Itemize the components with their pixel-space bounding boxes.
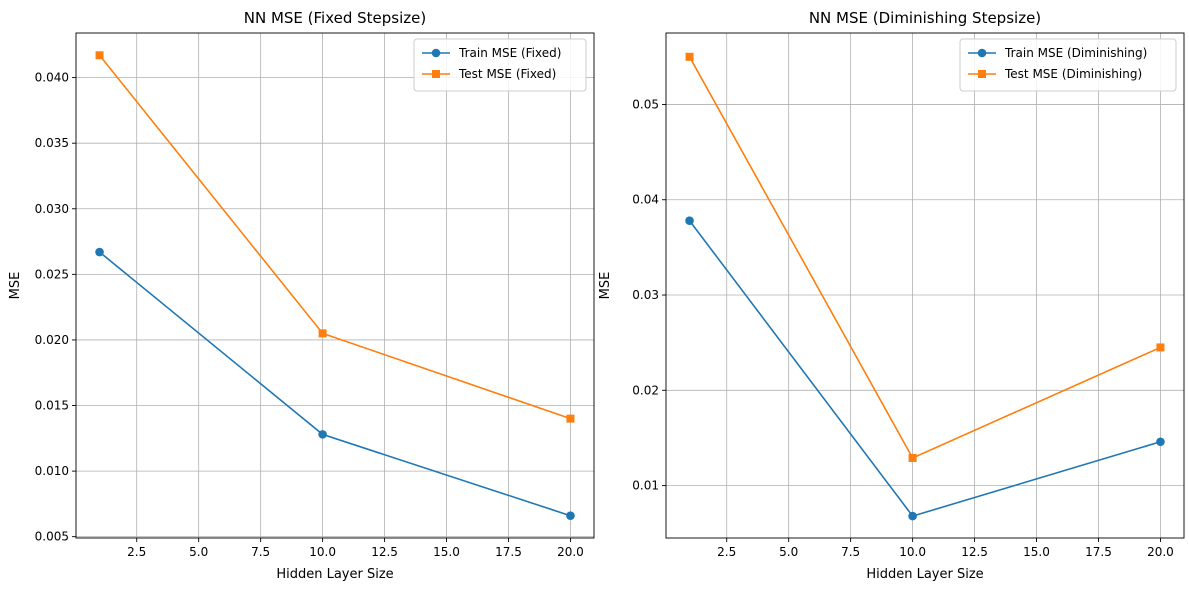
series-2 [685,52,1165,462]
data-point [908,511,917,521]
x-tick-label: 15.0 [433,545,460,559]
series-1 [685,216,1165,521]
y-tick-label: 0.01 [632,479,659,493]
data-point [95,51,104,60]
data-point [685,52,694,61]
data-point [1156,437,1165,447]
x-tick-label: 20.0 [557,545,584,559]
series-1 [95,247,575,521]
series-line [688,56,1161,459]
axes-frame [75,32,595,539]
y-tick-label: 0.03 [632,288,659,302]
data-point [566,511,575,521]
x-tick-label: 7.5 [251,545,270,559]
legend-label: Train MSE (Fixed) [458,46,561,60]
x-tick-label: 2.5 [717,545,736,559]
x-axis-label: Hidden Layer Size [866,567,983,582]
y-tick-label: 0.035 [35,136,69,150]
data-point [318,430,327,439]
legend-box [959,38,1177,92]
legend: Train MSE (Diminishing) Test MSE (Diminis… [959,38,1177,92]
x-axis-label: Hidden Layer Size [276,567,393,582]
x-tick-label: 10.0 [899,545,926,559]
data-point [566,414,575,423]
y-tick-label: 0.025 [35,267,69,281]
chart-panel-2: 2.5 5.0 7.5 10.0 12.5 15.0 17.5 20.0 0.01 0.02 0.0… [598,9,1185,582]
data-point [318,329,327,338]
y-axis-label: MSE [8,272,23,300]
chart-title: NN MSE (Fixed Stepsize) [244,9,427,27]
legend-label: Train MSE (Diminishing) [1004,46,1147,60]
y-tick-label: 0.05 [632,97,659,111]
series-line [99,251,571,517]
y-tick-label: 0.005 [35,530,69,544]
x-tick-label: 12.5 [371,545,398,559]
legend-marker [432,70,440,78]
x-tick-label: 2.5 [127,545,146,559]
legend-marker [978,70,986,78]
data-point [1156,343,1165,352]
x-tick-label: 15.0 [1023,545,1050,559]
legend: Train MSE (Fixed) Test MSE (Fixed) [413,38,587,92]
legend-marker [977,48,987,58]
chart-panel-1: 2.5 5.0 7.5 10.0 12.5 15.0 17.5 20.0 0.005 0.010 0… [8,9,595,582]
legend-label: Test MSE (Fixed) [458,67,556,81]
legend-marker [431,48,441,58]
x-tick-label: 17.5 [495,545,522,559]
y-tick-label: 0.010 [35,464,69,478]
data-point [685,216,694,226]
x-tick-label: 5.0 [189,545,208,559]
y-axis-label: MSE [598,272,613,300]
data-point [908,453,917,462]
series-line [688,220,1161,518]
x-tick-label: 7.5 [841,545,860,559]
x-tick-label: 5.0 [779,545,798,559]
y-tick-label: 0.015 [35,399,69,413]
y-tick-label: 0.040 [35,71,69,85]
legend-label: Test MSE (Diminishing) [1004,67,1142,81]
series-2 [95,51,575,423]
x-tick-label: 10.0 [309,545,336,559]
data-point [95,247,104,257]
x-tick-label: 20.0 [1147,545,1174,559]
series-line [98,54,571,420]
x-tick-label: 12.5 [961,545,988,559]
y-tick-label: 0.02 [632,383,659,397]
y-tick-label: 0.04 [632,193,659,207]
legend-box [413,38,587,92]
y-tick-label: 0.030 [35,202,69,216]
axes-frame [665,32,1185,539]
chart-title: NN MSE (Diminishing Stepsize) [809,9,1041,27]
y-tick-label: 0.020 [35,333,69,347]
x-tick-label: 17.5 [1085,545,1112,559]
